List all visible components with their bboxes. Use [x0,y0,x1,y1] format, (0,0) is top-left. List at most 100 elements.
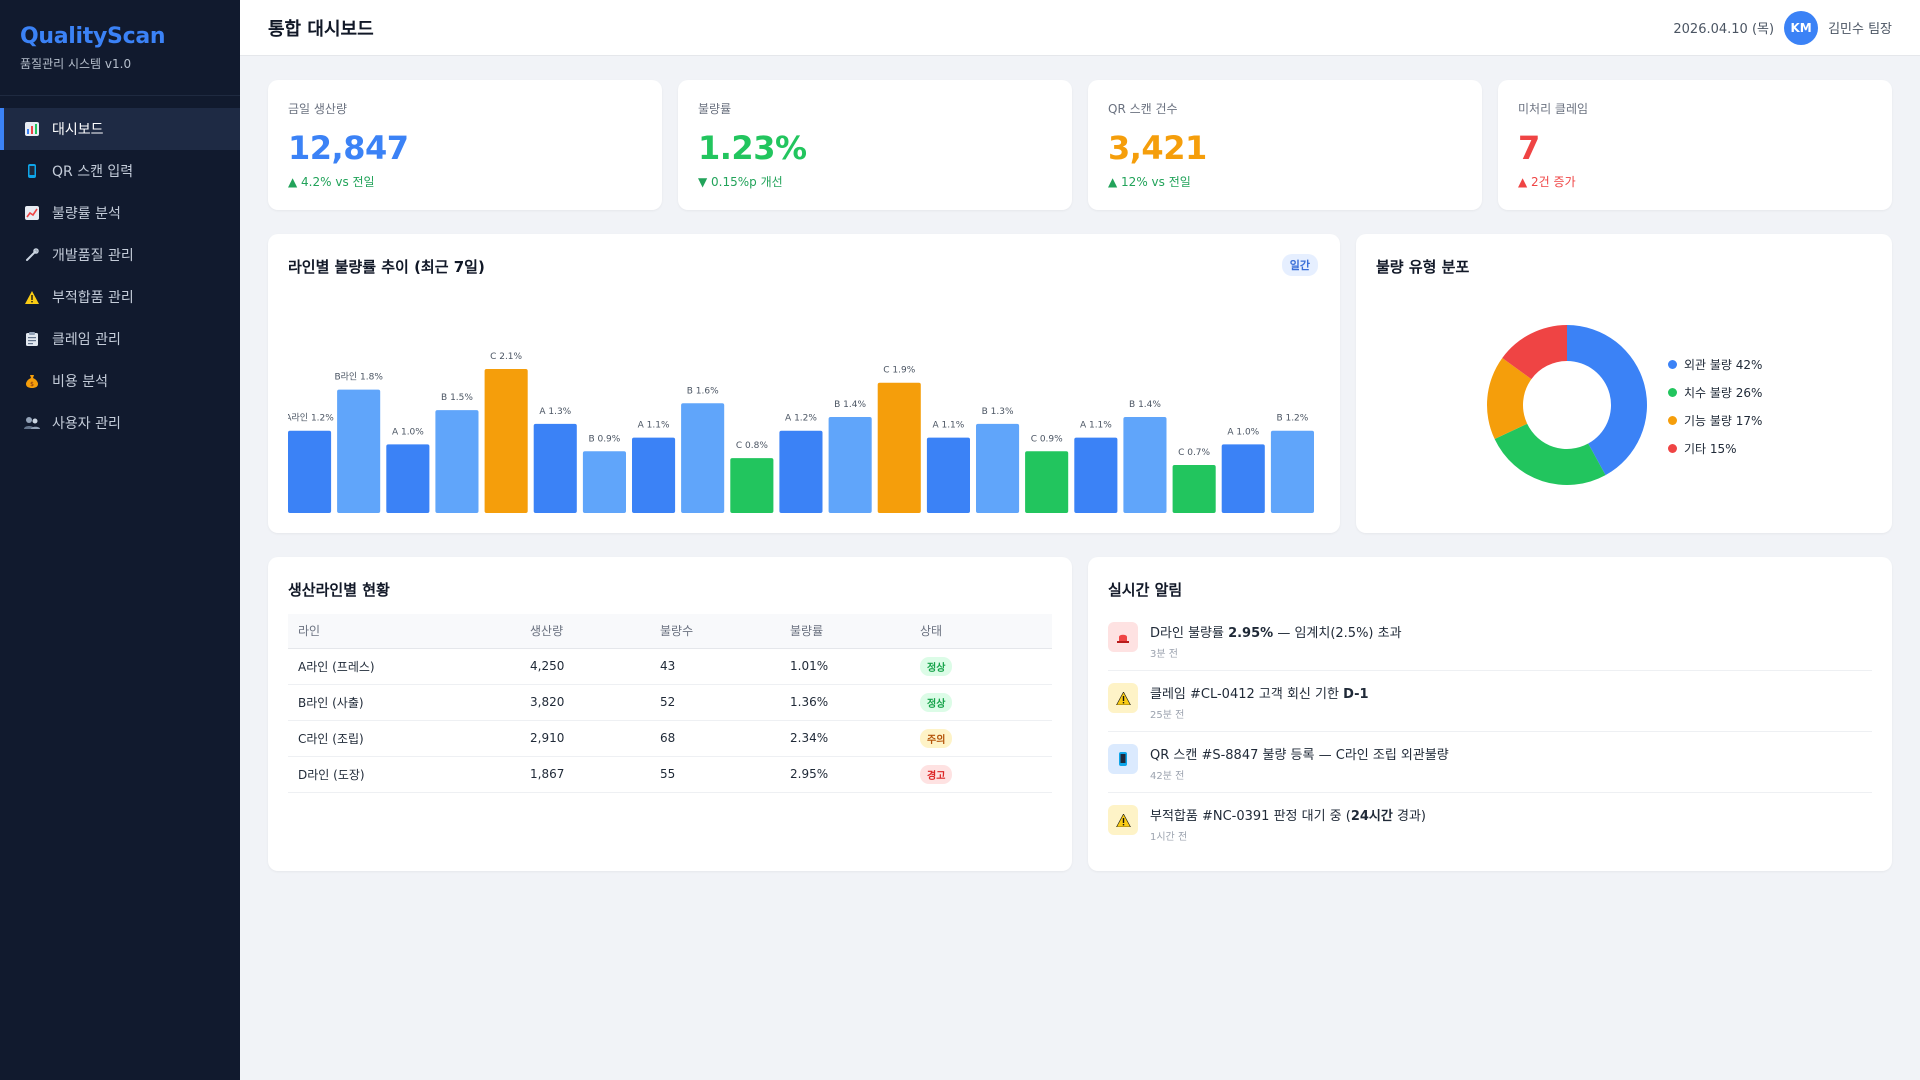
sidebar-item-users[interactable]: 사용자 관리 [0,402,240,444]
brand-title[interactable]: QualityScan [20,24,166,49]
donut-slice[interactable] [1487,357,1532,440]
alert-text-bold: 2.95% [1228,626,1274,641]
page-title: 통합 대시보드 [268,18,374,40]
sidebar-item-label: 개발품질 관리 [52,248,134,264]
cell-line: B라인 (사출) [288,684,520,721]
realtime-alerts-card: 실시간 알림 D라인 불량률 2.95% — 임계치(2.5%) 초과 3분 전… [1088,557,1892,871]
donut-title: 불량 유형 분포 [1376,258,1470,276]
bar[interactable] [1172,465,1216,513]
bar[interactable] [976,423,1020,513]
alert-time: 3분 전 [1150,649,1178,660]
line-status-table: 라인 생산량 불량수 불량률 상태 A라인 (프레스) 4,250 43 1.0… [288,614,1052,793]
current-date: 2026.04.10 (목) [1673,22,1775,37]
cell-rate: 1.01% [780,648,910,685]
period-badge[interactable]: 일간 [1281,254,1318,276]
table-row[interactable]: D라인 (도장) 1,867 55 2.95% 경고 [288,756,1052,793]
bar[interactable] [1123,417,1167,513]
bar[interactable] [828,417,872,513]
warning-icon [1108,683,1138,713]
alert-text-post: — 임계치(2.5%) 초과 [1273,626,1402,641]
bar[interactable] [484,369,528,513]
bar[interactable] [1270,430,1314,513]
sidebar-item-label: 부적합품 관리 [52,290,134,306]
legend-swatch [1668,416,1677,425]
alert-item[interactable]: D라인 불량률 2.95% — 임계치(2.5%) 초과 3분 전 [1108,610,1872,671]
table-row[interactable]: B라인 (사출) 3,820 52 1.36% 정상 [288,684,1052,721]
sidebar-item-claims[interactable]: 클레임 관리 [0,318,240,360]
alert-time: 25분 전 [1150,710,1185,721]
sidebar-item-dev-quality[interactable]: 개발품질 관리 [0,234,240,276]
bar[interactable] [1221,444,1265,513]
bar[interactable] [1025,451,1069,513]
sidebar-item-dashboard[interactable]: 대시보드 [0,108,240,150]
column-header: 불량률 [780,614,910,649]
bar[interactable] [533,423,577,513]
column-header: 생산량 [520,614,650,649]
alert-list: D라인 불량률 2.95% — 임계치(2.5%) 초과 3분 전 클레임 #C… [1108,610,1872,853]
cell-defects: 68 [650,720,780,757]
bar-label: C 1.9% [883,366,915,376]
warning-icon [24,289,40,305]
bar[interactable] [288,430,332,513]
kpi-change: ▲ 2건 증가 [1518,175,1576,189]
bar[interactable] [582,451,626,513]
defect-trend-chart-card: 라인별 불량률 추이 (최근 7일) 일간 A라인 1.2% B라인 1.8% A … [268,234,1340,533]
bar-label: C 2.1% [490,352,522,362]
table-row[interactable]: C라인 (조립) 2,910 68 2.34% 주의 [288,720,1052,757]
sidebar: QualityScan 품질관리 시스템 v1.0 대시보드 QR 스캔 입력 … [0,0,240,1080]
legend-label: 치수 불량 26% [1684,386,1763,400]
money-bag-icon: $ [24,373,40,389]
trend-chart-icon [24,205,40,221]
kpi-label: 금일 생산량 [288,102,348,116]
cell-status: 주의 [910,720,1052,757]
defect-trend-bar-chart: A라인 1.2% B라인 1.8% A 1.0% B 1.5% C 2.1% A 1.3%… [288,352,1314,513]
warning-icon [1108,805,1138,835]
sidebar-item-cost[interactable]: $ 비용 분석 [0,360,240,402]
donut-slice[interactable] [1494,423,1606,485]
alert-time: 1시간 전 [1150,832,1188,843]
sidebar-item-nonconforming[interactable]: 부적합품 관리 [0,276,240,318]
bar[interactable] [877,382,921,513]
chart-title: 라인별 불량률 추이 (최근 7일) [288,258,485,276]
alert-item[interactable]: QR 스캔 #S-8847 불량 등록 — C라인 조립 외관불량 42분 전 [1108,732,1872,793]
alert-item[interactable]: 클레임 #CL-0412 고객 회신 기한 D-1 25분 전 [1108,671,1872,732]
bar[interactable] [926,437,970,513]
cell-status: 정상 [910,684,1052,721]
donut-slice[interactable] [1502,325,1567,380]
bar[interactable] [681,403,725,513]
cell-line: D라인 (도장) [288,756,520,793]
donut-slice[interactable] [1567,325,1647,476]
user-name[interactable]: 김민수 팀장 [1828,22,1892,37]
bar[interactable] [337,389,381,513]
cell-status: 정상 [910,648,1052,685]
bar[interactable] [386,444,430,513]
bar-label: A라인 1.2% [288,413,334,424]
avatar[interactable]: KM [1784,10,1819,45]
kpi-value: 3,421 [1108,129,1207,167]
kpi-label: 불량률 [698,102,732,116]
table-title: 생산라인별 현황 [288,581,390,599]
legend-swatch [1668,388,1677,397]
legend-item: 치수 불량 26% [1668,384,1762,401]
table-row[interactable]: A라인 (프레스) 4,250 43 1.01% 정상 [288,648,1052,685]
bar[interactable] [730,458,774,513]
alert-time: 42분 전 [1150,771,1185,782]
bar[interactable] [435,410,479,513]
line-status-card: 생산라인별 현황 라인 생산량 불량수 불량률 상태 A라인 (프레스) 4,2… [268,557,1072,871]
column-header: 상태 [910,614,1052,649]
kpi-card-open-claims: 미처리 클레임 7 ▲ 2건 증가 [1498,80,1892,210]
cell-production: 3,820 [520,684,650,721]
bar[interactable] [632,437,676,513]
bar-label: C 0.9% [1031,434,1063,444]
sidebar-item-qr-scan[interactable]: QR 스캔 입력 [0,150,240,192]
brand: QualityScan 품질관리 시스템 v1.0 [0,0,240,96]
clipboard-icon [24,331,40,347]
bar[interactable] [779,430,823,513]
sidebar-item-label: 사용자 관리 [52,416,121,432]
alert-item[interactable]: 부적합품 #NC-0391 판정 대기 중 (24시간 경과) 1시간 전 [1108,793,1872,853]
users-icon [24,415,40,431]
bar-chart-icon [24,121,40,137]
sidebar-item-defect-analysis[interactable]: 불량률 분석 [0,192,240,234]
bar[interactable] [1074,437,1118,513]
kpi-change: ▼ 0.15%p 개선 [698,175,783,189]
